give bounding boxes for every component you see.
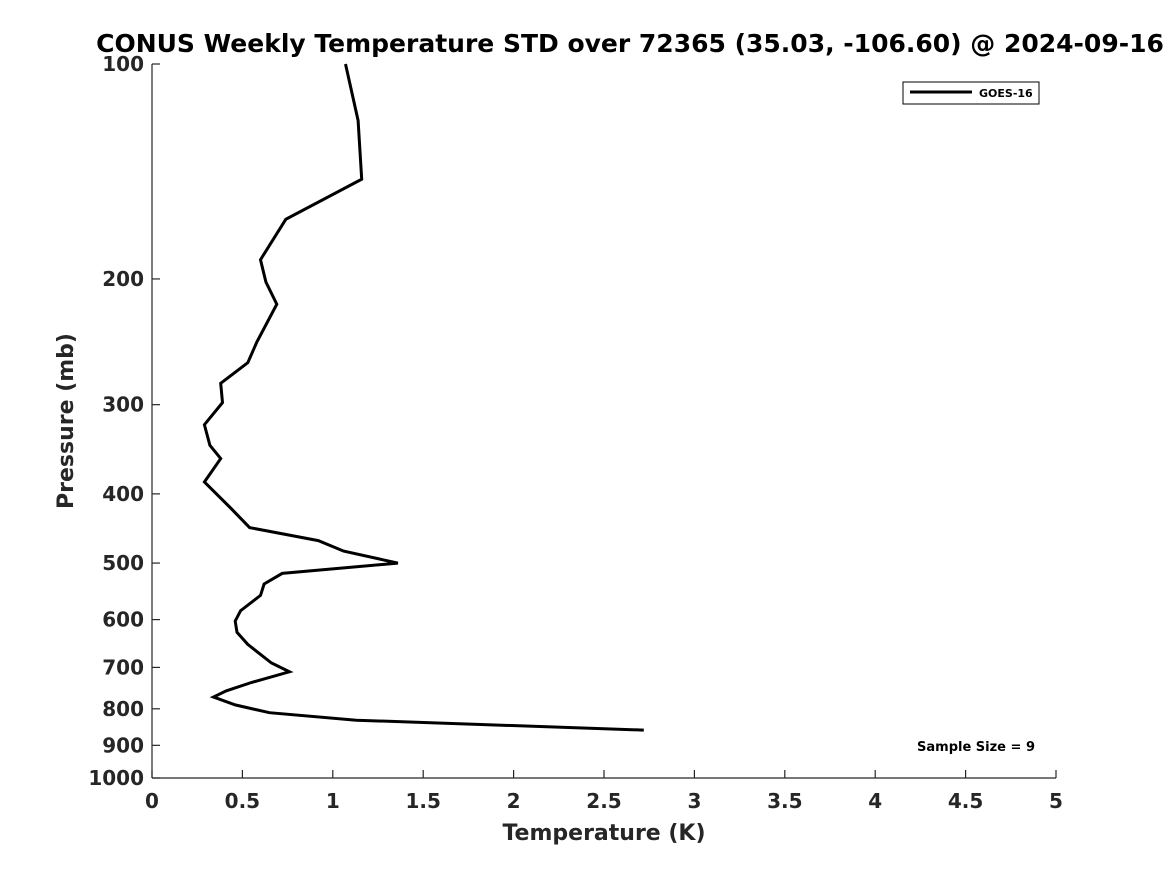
- x-tick-label: 1.5: [405, 789, 440, 813]
- x-tick-label: 0.5: [225, 789, 260, 813]
- y-tick-label: 1000: [88, 766, 144, 790]
- x-tick-label: 0: [145, 789, 159, 813]
- y-tick-label: 900: [102, 733, 144, 757]
- x-tick-label: 3.5: [767, 789, 802, 813]
- x-tick-label: 3: [687, 789, 701, 813]
- x-axis-ticks: 0 0.5 1 1.5 2 2.5 3 3.5 4 4.5 5: [145, 770, 1063, 813]
- y-axis-label: Pressure (mb): [54, 333, 79, 509]
- y-tick-label: 100: [102, 52, 144, 76]
- legend: GOES-16: [902, 81, 1040, 105]
- x-tick-label: 2: [507, 789, 521, 813]
- x-tick-label: 1: [326, 789, 340, 813]
- y-tick-label: 300: [102, 393, 144, 417]
- series-layer: [202, 63, 644, 732]
- x-tick-label: 5: [1049, 789, 1063, 813]
- y-tick-label: 800: [102, 697, 144, 721]
- y-tick-label: 700: [102, 655, 144, 679]
- legend-label: GOES-16: [979, 87, 1033, 100]
- y-tick-label: 500: [102, 551, 144, 575]
- x-tick-label: 4: [868, 789, 882, 813]
- series-line-goes-16: [202, 63, 644, 732]
- y-tick-label: 400: [102, 482, 144, 506]
- y-axis-ticks: 100 200 300 400 500 600 700 800 900 1000: [88, 52, 160, 790]
- y-tick-label: 600: [102, 608, 144, 632]
- x-tick-label: 2.5: [586, 789, 621, 813]
- x-axis-label: Temperature (K): [502, 821, 705, 846]
- y-tick-label: 200: [102, 267, 144, 291]
- sample-size-annotation: Sample Size = 9: [917, 740, 1035, 755]
- chart-title: CONUS Weekly Temperature STD over 72365 …: [96, 29, 1164, 58]
- x-tick-label: 4.5: [948, 789, 983, 813]
